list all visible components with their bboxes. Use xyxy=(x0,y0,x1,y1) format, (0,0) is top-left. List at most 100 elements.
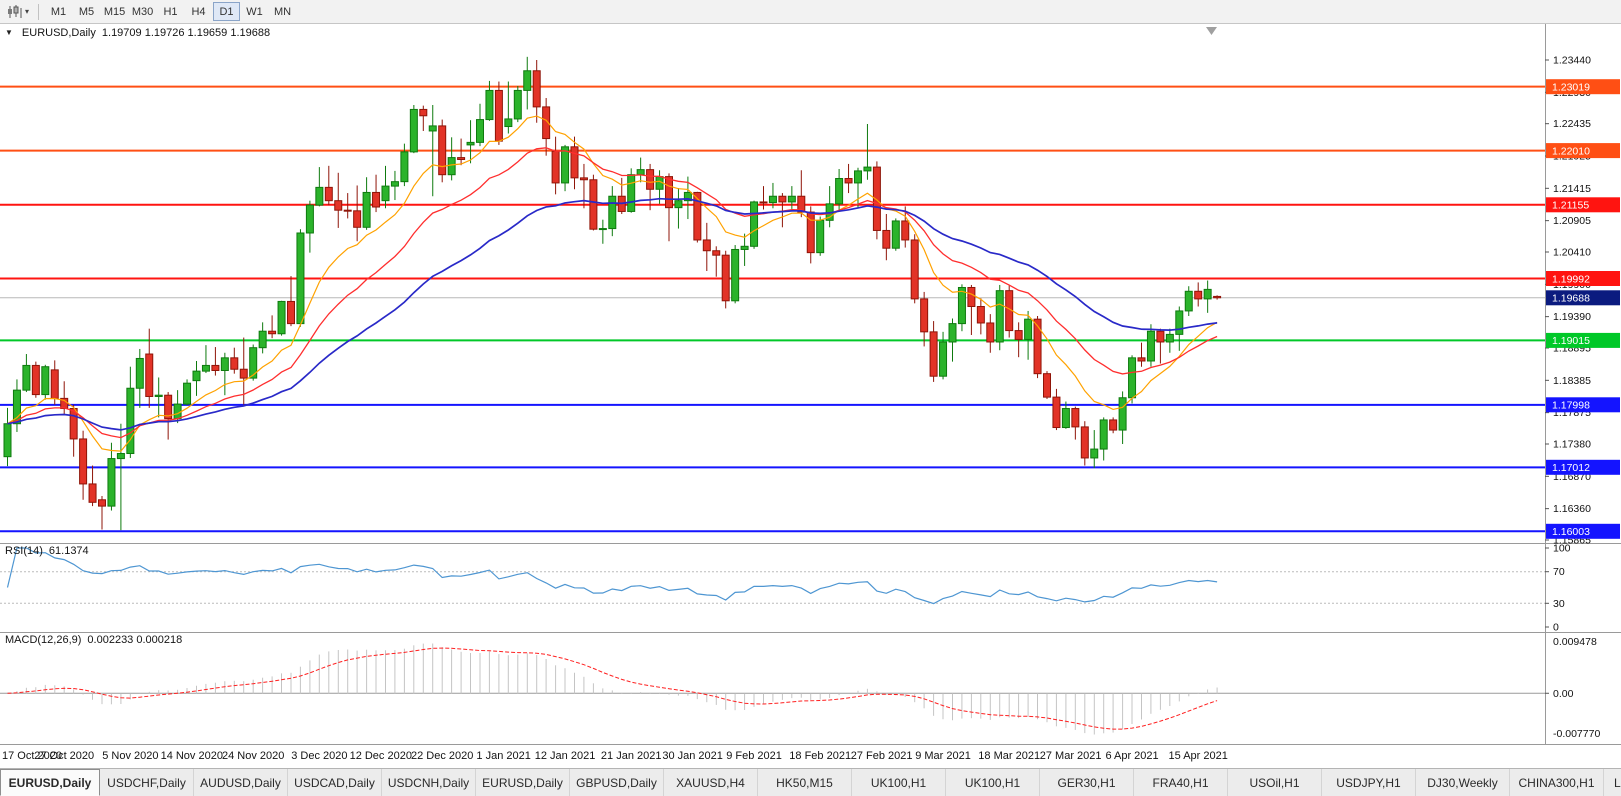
candle-body xyxy=(609,196,616,228)
candle-body xyxy=(155,395,162,396)
candle-body xyxy=(127,388,134,453)
timeframe-button-m1[interactable]: M1 xyxy=(45,2,72,21)
candle-body xyxy=(373,192,380,207)
symbol-tab[interactable]: DJ30,Weekly xyxy=(1416,769,1510,796)
candle-body xyxy=(902,221,909,240)
timeframe-button-d1[interactable]: D1 xyxy=(213,2,240,21)
candle-body xyxy=(732,249,739,300)
candle-body xyxy=(788,196,795,202)
timeframe-button-w1[interactable]: W1 xyxy=(241,2,268,21)
candle-body xyxy=(80,439,87,484)
symbol-tab[interactable]: FRA40,H1 xyxy=(1134,769,1228,796)
candle-body xyxy=(1185,291,1192,311)
symbol-tab[interactable]: UK100,H1 xyxy=(852,769,946,796)
timeframe-buttons-group: M1M5M15M30H1H4D1W1MN xyxy=(45,2,296,21)
candle-body xyxy=(335,201,342,211)
candle-body xyxy=(864,167,871,171)
candle-body xyxy=(987,323,994,342)
candle-body xyxy=(817,220,824,252)
level-1.23019-badge-text: 1.23019 xyxy=(1552,82,1590,94)
symbol-tab[interactable]: USOil,H1 xyxy=(1228,769,1322,796)
symbol-tab[interactable]: XAUUSD,H4 xyxy=(664,769,758,796)
candle-body xyxy=(562,147,569,183)
candle-body xyxy=(212,365,219,370)
symbol-tab[interactable]: CHINA300,H1 xyxy=(1510,769,1604,796)
level-1.16003-badge-text: 1.16003 xyxy=(1552,526,1590,538)
symbol-tab[interactable]: USDCHF,Daily xyxy=(100,769,194,796)
candle-body xyxy=(552,151,559,183)
candle-body xyxy=(391,182,398,186)
date-label: 18 Feb 2021 xyxy=(789,750,851,762)
dropdown-caret-icon: ▾ xyxy=(25,7,29,16)
candle-body xyxy=(845,179,852,183)
candle-body xyxy=(410,109,417,151)
candle-body xyxy=(193,371,200,381)
candle-body xyxy=(1166,334,1173,342)
candle-body xyxy=(1015,331,1022,340)
candle-body xyxy=(703,240,710,251)
candle-body xyxy=(344,210,351,211)
candle-body xyxy=(779,196,786,202)
price-scale-label: 1.20905 xyxy=(1553,215,1591,227)
price-chart-canvas[interactable]: 1.234401.229301.224351.219251.214151.209… xyxy=(0,24,1621,744)
symbol-tab[interactable]: AUDUSD,Daily xyxy=(194,769,288,796)
chart-window[interactable]: 1.234401.229301.224351.219251.214151.209… xyxy=(0,24,1621,744)
candle-body xyxy=(146,354,153,396)
symbol-tab[interactable]: USDCNH,Daily xyxy=(382,769,476,796)
horizontal-levels-layer[interactable] xyxy=(0,87,1545,532)
symbol-tab[interactable]: L xyxy=(1604,769,1621,796)
candle-body xyxy=(354,211,361,227)
candle-body xyxy=(580,178,587,180)
level-1.17998-badge-text: 1.17998 xyxy=(1552,400,1590,412)
date-label: 27 Mar 2021 xyxy=(1040,750,1102,762)
candle-body xyxy=(533,71,540,107)
candle-body xyxy=(855,171,862,183)
candle-body xyxy=(1204,289,1211,299)
level-1.21155-badge-text: 1.21155 xyxy=(1552,200,1589,212)
chart-type-button[interactable]: ▾ xyxy=(4,4,32,20)
candle-body xyxy=(117,454,124,459)
symbol-tab[interactable]: UK100,H1 xyxy=(946,769,1040,796)
candle-body xyxy=(1119,398,1126,430)
rsi-scale-label: 30 xyxy=(1553,598,1565,610)
rsi-scale-label: 100 xyxy=(1553,543,1571,555)
timeframe-button-h4[interactable]: H4 xyxy=(185,2,212,21)
macd-scale-label: 0.00 xyxy=(1553,688,1574,700)
date-label: 3 Dec 2020 xyxy=(291,750,347,762)
price-scale-label: 1.20410 xyxy=(1553,247,1591,259)
level-1.19015-badge-text: 1.19015 xyxy=(1552,335,1590,347)
timeframe-button-m15[interactable]: M15 xyxy=(101,2,128,21)
symbol-tab[interactable]: EURUSD,Daily xyxy=(0,769,100,796)
symbol-tab[interactable]: GER30,H1 xyxy=(1040,769,1134,796)
date-axis[interactable]: 17 Oct 202027 Oct 20205 Nov 202014 Nov 2… xyxy=(0,744,1621,768)
symbol-tab[interactable]: GBPUSD,Daily xyxy=(570,769,664,796)
price-scale[interactable]: 1.234401.229301.224351.219251.214151.209… xyxy=(1545,55,1620,547)
timeframe-button-h1[interactable]: H1 xyxy=(157,2,184,21)
timeframe-button-m5[interactable]: M5 xyxy=(73,2,100,21)
candle-body xyxy=(1157,331,1164,342)
symbol-tab[interactable]: USDJPY,H1 xyxy=(1322,769,1416,796)
timeframe-button-mn[interactable]: MN xyxy=(269,2,296,21)
date-label: 12 Jan 2021 xyxy=(535,750,596,762)
candle-body xyxy=(174,404,181,419)
level-1.22010-badge-text: 1.22010 xyxy=(1552,145,1590,157)
candle-body xyxy=(1053,397,1060,427)
candle-body xyxy=(769,196,776,202)
candle-body xyxy=(278,301,285,333)
candle-body xyxy=(1176,311,1183,334)
candlestick-chart-icon xyxy=(7,5,23,19)
candle-body xyxy=(571,147,578,178)
candle-body xyxy=(647,170,654,190)
date-label: 18 Mar 2021 xyxy=(978,750,1040,762)
rsi-scale-label: 0 xyxy=(1553,622,1559,634)
symbol-tab[interactable]: EURUSD,Daily xyxy=(476,769,570,796)
candle-body xyxy=(382,186,389,201)
chart-shift-marker-icon[interactable] xyxy=(1206,27,1217,35)
candle-body xyxy=(1091,449,1098,458)
candle-body xyxy=(89,484,96,502)
symbol-tab[interactable]: USDCAD,Daily xyxy=(288,769,382,796)
timeframe-button-m30[interactable]: M30 xyxy=(129,2,156,21)
candle-body xyxy=(467,142,474,145)
symbol-tab[interactable]: HK50,M15 xyxy=(758,769,852,796)
candle-body xyxy=(23,365,30,390)
